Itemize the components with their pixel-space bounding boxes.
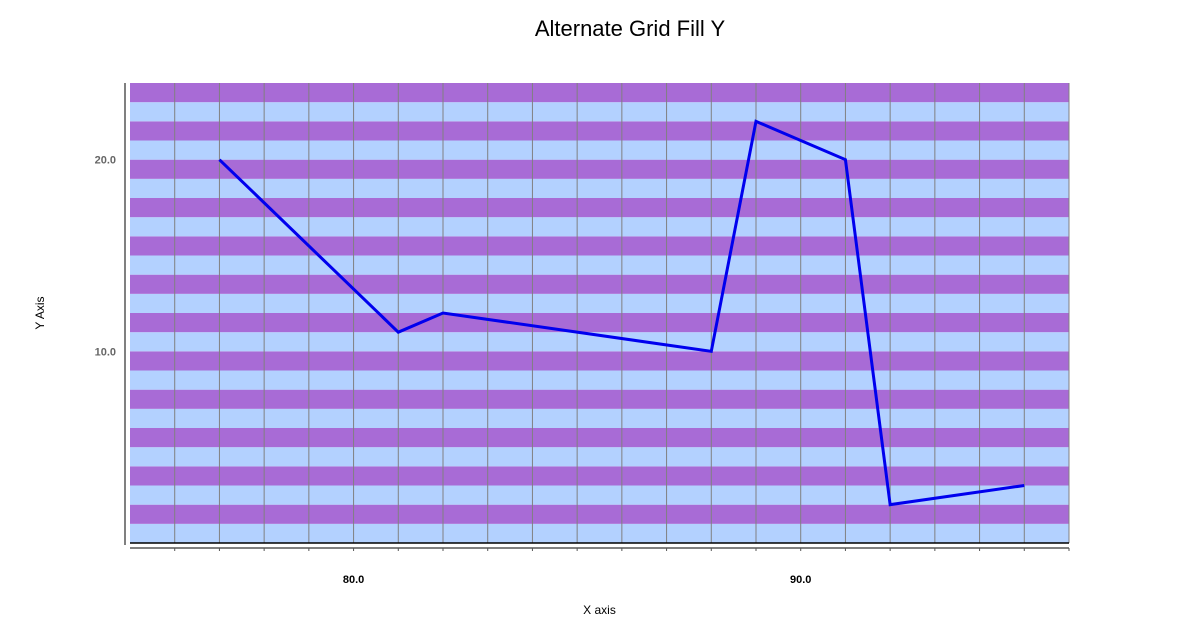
series-line xyxy=(218,119,1025,507)
grid-band xyxy=(130,389,1069,409)
grid-band xyxy=(130,504,1069,524)
axes xyxy=(124,83,1070,551)
grid-band xyxy=(130,274,1069,294)
axis-labels: 80.0 90.0 10.0 20.0 X axis Y Axis xyxy=(33,155,811,617)
grid-band xyxy=(130,523,1069,543)
grid-band xyxy=(130,428,1069,448)
vertical-grid-lines xyxy=(174,83,1070,543)
grid-band xyxy=(130,370,1069,390)
series-layer xyxy=(218,119,1025,507)
y-axis-title: Y Axis xyxy=(33,296,47,329)
grid-band xyxy=(130,351,1069,371)
x-axis-title: X axis xyxy=(583,603,616,617)
grid-band xyxy=(130,102,1069,122)
grid-band xyxy=(130,313,1069,333)
grid-band xyxy=(130,466,1069,486)
y-tick-label: 20.0 xyxy=(95,155,116,167)
grid-band xyxy=(130,236,1069,256)
grid-band xyxy=(130,83,1069,103)
grid-band xyxy=(130,159,1069,179)
x-tick-label: 90.0 xyxy=(790,574,811,586)
alternate-grid-fill xyxy=(130,83,1069,543)
grid-band xyxy=(130,217,1069,237)
grid-band xyxy=(130,198,1069,218)
grid-band xyxy=(130,121,1069,141)
grid-band xyxy=(130,178,1069,198)
x-tick-label: 80.0 xyxy=(343,574,364,586)
grid-band xyxy=(130,293,1069,313)
grid-band xyxy=(130,447,1069,467)
grid-band xyxy=(130,408,1069,428)
grid-band xyxy=(130,140,1069,160)
grid-band xyxy=(130,485,1069,505)
y-tick-label: 10.0 xyxy=(95,346,116,358)
chart-title: Alternate Grid Fill Y xyxy=(534,16,726,41)
grid-band xyxy=(130,255,1069,275)
grid-band xyxy=(130,332,1069,352)
